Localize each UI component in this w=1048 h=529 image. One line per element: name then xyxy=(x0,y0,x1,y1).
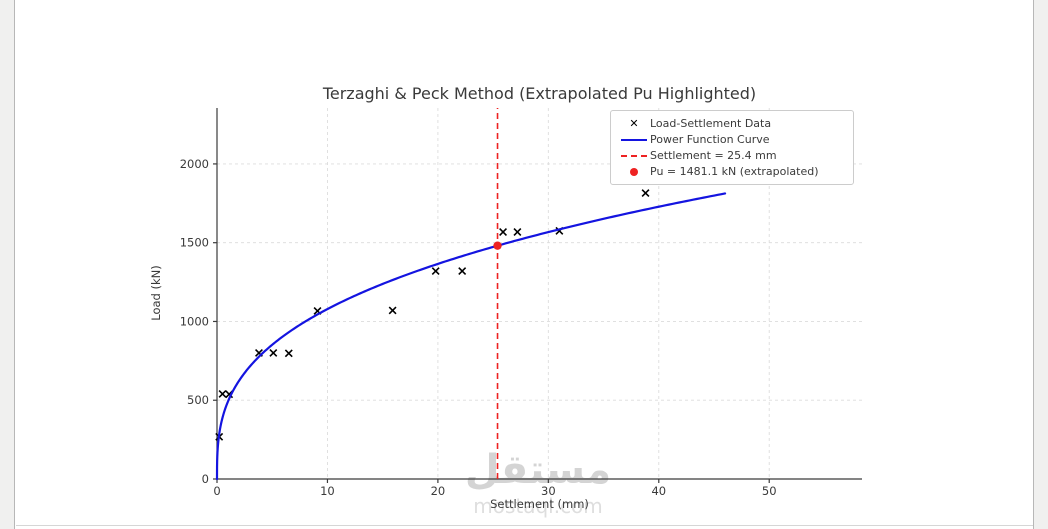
legend-label: Power Function Curve xyxy=(650,133,770,146)
data-point-x-marker xyxy=(313,306,322,315)
data-point-x-marker xyxy=(431,267,440,276)
data-point-x-marker xyxy=(388,306,397,315)
y-axis-label: Load (kN) xyxy=(149,265,163,321)
legend-label: Load-Settlement Data xyxy=(650,117,772,130)
legend-item-data: ✕ Load-Settlement Data xyxy=(618,117,845,130)
legend-label: Pu = 1481.1 kN (extrapolated) xyxy=(650,165,819,178)
data-point-x-marker xyxy=(458,267,467,276)
legend-label: Settlement = 25.4 mm xyxy=(650,149,777,162)
x-tick-label: 0 xyxy=(213,484,220,498)
red-dashed-line-icon xyxy=(618,154,650,157)
document-page: مستقل mostaql.com xyxy=(16,0,1033,526)
page-left-margin xyxy=(0,0,15,529)
legend-item-curve: Power Function Curve xyxy=(618,133,845,146)
power-function-curve xyxy=(215,192,727,481)
data-point-x-marker xyxy=(269,349,278,357)
legend-item-settlement-line: Settlement = 25.4 mm xyxy=(618,149,845,162)
legend-item-pu-point: Pu = 1481.1 kN (extrapolated) xyxy=(618,165,845,178)
data-point-x-marker xyxy=(513,228,522,236)
y-tick-label: 500 xyxy=(187,393,209,407)
data-point-x-marker xyxy=(255,349,263,357)
y-tick-label: 1500 xyxy=(180,236,209,250)
y-tick-label: 0 xyxy=(202,472,209,486)
watermark-arabic-logo: مستقل xyxy=(464,447,612,493)
x-tick-label: 40 xyxy=(651,484,666,498)
x-tick-label: 20 xyxy=(431,484,446,498)
extrapolated-pu-point xyxy=(493,241,502,250)
data-point-x-marker xyxy=(284,349,293,358)
chart-title: Terzaghi & Peck Method (Extrapolated Pu … xyxy=(322,84,757,103)
x-marker-icon: ✕ xyxy=(629,117,639,130)
data-point-x-marker xyxy=(641,189,650,198)
data-point-x-marker xyxy=(499,228,508,236)
watermark-site-url: mostaql.com xyxy=(473,494,603,518)
x-tick-label: 30 xyxy=(541,484,556,498)
x-axis-label: Settlement (mm) xyxy=(490,497,589,511)
x-tick-label: 50 xyxy=(762,484,777,498)
x-tick-label: 10 xyxy=(320,484,335,498)
red-dot-icon xyxy=(618,167,650,176)
y-tick-label: 1000 xyxy=(180,314,209,328)
page-right-margin xyxy=(1033,0,1048,529)
y-tick-label: 2000 xyxy=(180,157,209,171)
blue-line-icon xyxy=(618,138,650,141)
data-point-x-marker xyxy=(218,389,227,398)
chart-legend: ✕ Load-Settlement Data Power Function Cu… xyxy=(610,110,854,185)
